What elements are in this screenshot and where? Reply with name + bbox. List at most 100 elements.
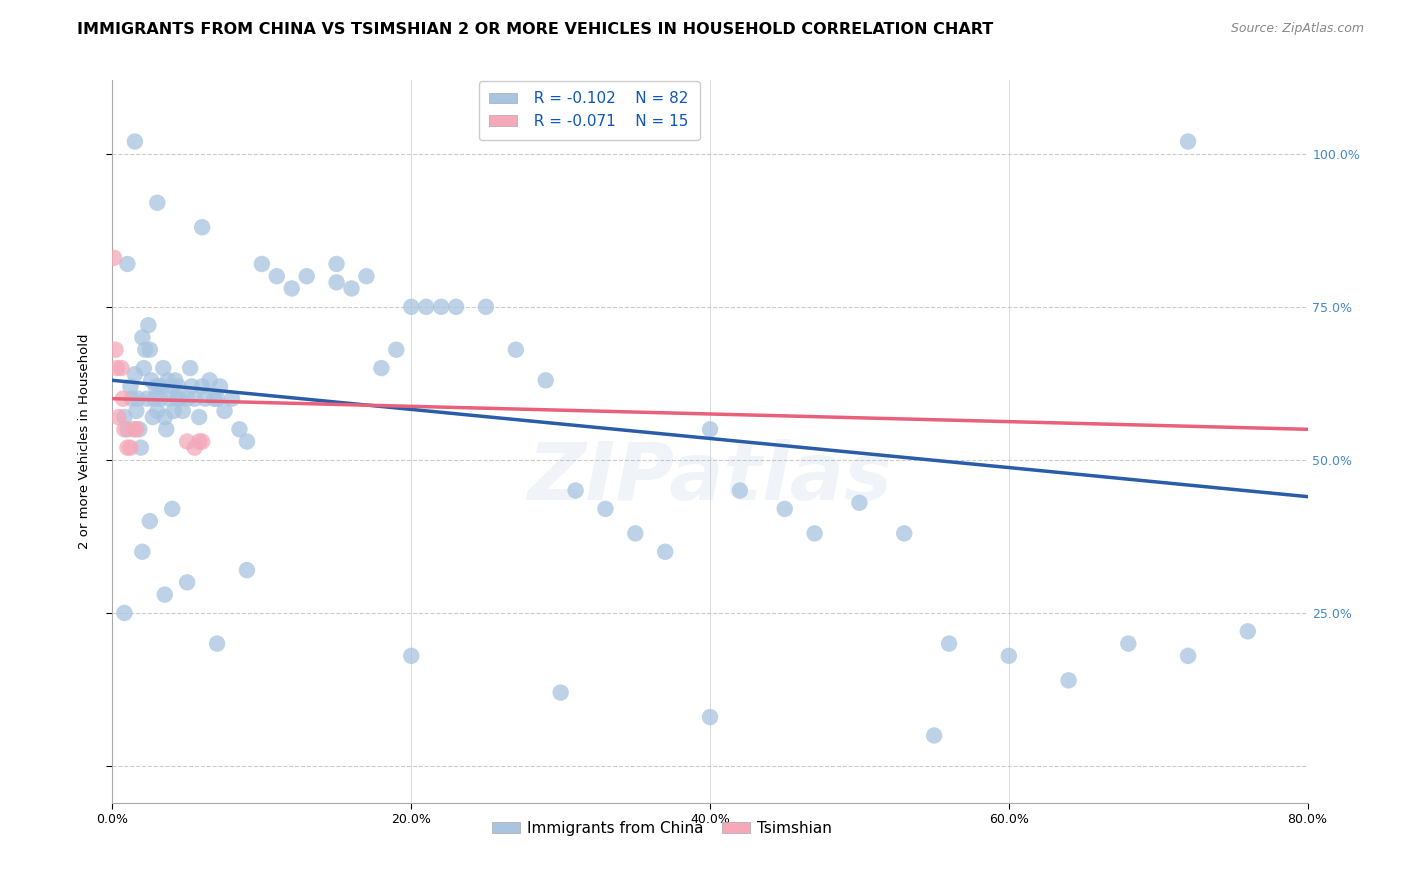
Point <box>728 483 751 498</box>
Point <box>125 422 148 436</box>
Point <box>221 392 243 406</box>
Point <box>202 392 225 406</box>
Point <box>250 257 273 271</box>
Point <box>415 300 437 314</box>
Point <box>120 441 142 455</box>
Point <box>124 367 146 381</box>
Point <box>131 545 153 559</box>
Point <box>1177 135 1199 149</box>
Point <box>104 343 127 357</box>
Point <box>122 422 145 436</box>
Point <box>172 404 194 418</box>
Point <box>188 434 211 449</box>
Point <box>150 379 173 393</box>
Point <box>564 483 586 498</box>
Point <box>180 379 202 393</box>
Point <box>228 422 250 436</box>
Point <box>295 269 318 284</box>
Point <box>236 434 259 449</box>
Point <box>120 379 142 393</box>
Point <box>117 257 139 271</box>
Point <box>340 281 363 295</box>
Point <box>146 195 169 210</box>
Point <box>1237 624 1260 639</box>
Point <box>155 422 177 436</box>
Point <box>127 392 149 406</box>
Point <box>205 392 228 406</box>
Point <box>146 404 169 418</box>
Point <box>236 563 259 577</box>
Point <box>281 281 304 295</box>
Point <box>132 361 155 376</box>
Point <box>209 379 232 393</box>
Point <box>103 251 125 265</box>
Point <box>998 648 1021 663</box>
Point <box>167 379 190 393</box>
Point <box>117 441 139 455</box>
Point <box>191 379 214 393</box>
Point <box>143 392 166 406</box>
Point <box>129 441 152 455</box>
Point <box>135 392 157 406</box>
Point <box>475 300 498 314</box>
Point <box>401 300 423 314</box>
Point <box>176 575 198 590</box>
Point <box>117 422 139 436</box>
Legend: Immigrants from China, Tsimshian: Immigrants from China, Tsimshian <box>486 815 838 842</box>
Point <box>893 526 915 541</box>
Point <box>191 434 214 449</box>
Point <box>938 637 960 651</box>
Point <box>550 685 572 699</box>
Point <box>114 422 135 436</box>
Point <box>152 361 174 376</box>
Point <box>922 728 945 742</box>
Point <box>191 220 214 235</box>
Point <box>699 422 721 436</box>
Point <box>654 545 676 559</box>
Point <box>139 514 162 528</box>
Point <box>131 330 153 344</box>
Point <box>188 410 211 425</box>
Point <box>166 392 188 406</box>
Text: Source: ZipAtlas.com: Source: ZipAtlas.com <box>1230 22 1364 36</box>
Y-axis label: 2 or more Vehicles in Household: 2 or more Vehicles in Household <box>77 334 91 549</box>
Point <box>401 648 423 663</box>
Point <box>1057 673 1080 688</box>
Point <box>176 434 198 449</box>
Point <box>183 441 205 455</box>
Point <box>444 300 467 314</box>
Point <box>139 343 162 357</box>
Point <box>1118 637 1140 651</box>
Point <box>169 392 191 406</box>
Point <box>142 410 165 425</box>
Point <box>176 392 198 406</box>
Point <box>534 373 557 387</box>
Point <box>356 269 378 284</box>
Point <box>128 422 150 436</box>
Point <box>156 373 179 387</box>
Point <box>111 392 134 406</box>
Point <box>1177 648 1199 663</box>
Point <box>266 269 288 284</box>
Text: ZIPatlas: ZIPatlas <box>527 439 893 516</box>
Point <box>430 300 453 314</box>
Point <box>162 502 183 516</box>
Point <box>194 392 217 406</box>
Point <box>165 373 187 387</box>
Text: IMMIGRANTS FROM CHINA VS TSIMSHIAN 2 OR MORE VEHICLES IN HOUSEHOLD CORRELATION C: IMMIGRANTS FROM CHINA VS TSIMSHIAN 2 OR … <box>77 22 994 37</box>
Point <box>107 410 129 425</box>
Point <box>179 361 201 376</box>
Point <box>121 392 143 406</box>
Point <box>325 257 347 271</box>
Point <box>803 526 825 541</box>
Point <box>145 379 167 393</box>
Point <box>214 404 236 418</box>
Point <box>157 392 180 406</box>
Point <box>153 410 176 425</box>
Point <box>149 392 172 406</box>
Point <box>114 606 135 620</box>
Point <box>848 496 870 510</box>
Point <box>153 588 176 602</box>
Point <box>370 361 392 376</box>
Point <box>134 343 156 357</box>
